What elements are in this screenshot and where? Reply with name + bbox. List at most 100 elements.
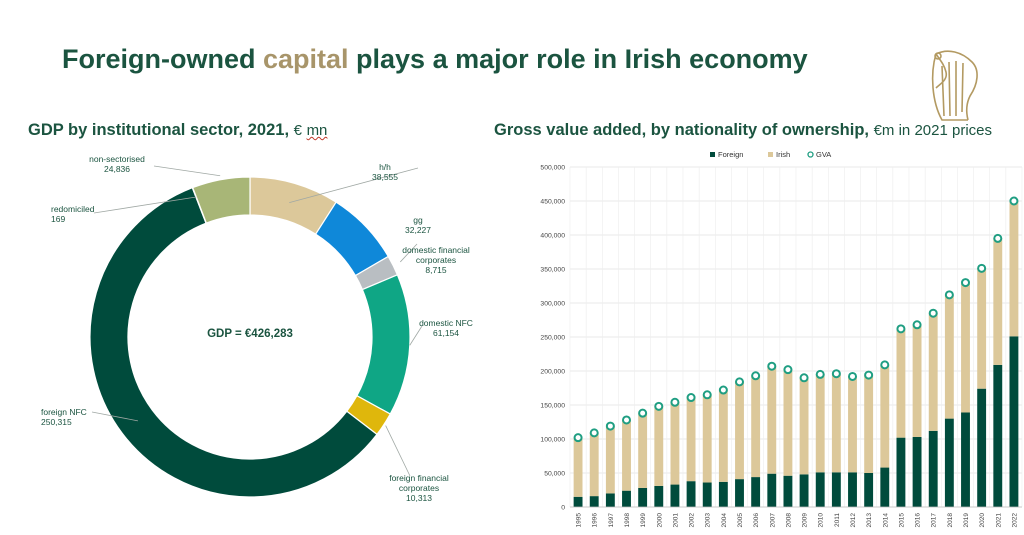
bar-foreign-1999 [638, 487, 648, 507]
bar-foreign-2017 [928, 430, 938, 507]
bar-irish-2002 [686, 397, 696, 482]
bar-foreign-2022 [1009, 336, 1019, 507]
bar-foreign-1995 [573, 496, 583, 507]
donut-slice-non-sectorised [191, 176, 251, 224]
gva-marker-1996 [589, 428, 599, 438]
gva-marker-2002 [686, 393, 696, 403]
legend-swatch-irish [768, 152, 773, 157]
x-tick-label: 1996 [592, 513, 599, 528]
gva-marker-1998 [622, 415, 631, 425]
bar-foreign-2008 [783, 475, 793, 507]
x-tick-label: 2002 [689, 513, 696, 528]
bar-irish-1995 [573, 437, 583, 497]
x-tick-label: 2015 [898, 513, 905, 528]
bar-irish-2017 [928, 313, 938, 431]
legend-label-foreign: Foreign [718, 150, 743, 159]
bar-irish-2009 [799, 377, 809, 475]
bar-foreign-2006 [751, 477, 761, 507]
gva-marker-1997 [605, 421, 615, 431]
x-tick-label: 2019 [963, 513, 970, 528]
leader-line-domestic-nfc [409, 325, 423, 346]
bar-foreign-2018 [944, 418, 954, 507]
bar-irish-2018 [944, 294, 954, 419]
bar-irish-2001 [670, 402, 680, 485]
donut-label-foreign-financial-corporates-line-1: foreign financial [389, 473, 449, 483]
gva-marker-2008 [783, 365, 793, 375]
donut-value-gg: 32,227 [405, 225, 431, 235]
donut-value-domestic-financial-corporates: 8,715 [425, 265, 447, 275]
bar-irish-1996 [589, 432, 599, 497]
bar-unit: €m in 2021 prices [873, 122, 992, 139]
x-tick-label: 2008 [785, 513, 792, 528]
bar-foreign-1998 [622, 490, 631, 507]
donut-label-non-sectorised: non-sectorised [89, 154, 145, 164]
bar-foreign-2012 [848, 472, 857, 507]
bar-irish-2016 [912, 324, 922, 437]
x-tick-label: 2011 [834, 513, 841, 527]
donut-label-domestic-nfc: domestic NFC [419, 318, 473, 328]
x-tick-label: 2018 [947, 513, 954, 528]
bar-foreign-2016 [912, 436, 922, 507]
bar-irish-2014 [880, 364, 890, 468]
x-tick-label: 1998 [624, 513, 631, 528]
gva-marker-1999 [638, 408, 648, 418]
x-tick-label: 2012 [850, 513, 857, 528]
x-tick-label: 2017 [931, 513, 938, 528]
bar-irish-2021 [993, 238, 1003, 365]
x-tick-label: 2001 [672, 513, 679, 528]
bar-foreign-2011 [831, 472, 841, 507]
donut-label-h-h: h/h [379, 162, 391, 172]
title-text-2: plays a major role in Irish economy [348, 44, 808, 74]
bar-foreign-2019 [961, 412, 970, 507]
gva-marker-2020 [977, 263, 987, 273]
donut-value-non-sectorised: 24,836 [104, 164, 130, 174]
bar-foreign-2021 [993, 364, 1003, 507]
bar-irish-2013 [864, 375, 874, 473]
donut-label-foreign-nfc: foreign NFC [41, 407, 87, 417]
y-tick-label: 0 [561, 505, 565, 512]
bar-foreign-2001 [670, 484, 680, 507]
bar-irish-2011 [831, 373, 841, 473]
gva-marker-2004 [718, 385, 728, 395]
gva-marker-2022 [1009, 196, 1019, 206]
bar-foreign-2000 [654, 485, 664, 507]
leader-line-foreign-financial-corporates [385, 425, 411, 477]
bar-irish-2019 [961, 282, 970, 413]
title-text-1: Foreign-owned [62, 44, 263, 74]
bar-foreign-2015 [896, 437, 906, 507]
harp-emblem-icon [931, 50, 978, 121]
donut-label-domestic-financial-corporates-line-2: corporates [416, 255, 456, 265]
bar-irish-2008 [783, 369, 793, 476]
y-tick-label: 50,000 [544, 471, 565, 478]
leader-line-non-sectorised [153, 165, 221, 177]
bar-irish-2020 [977, 268, 987, 389]
bar-irish-1998 [622, 419, 631, 491]
donut-label-foreign-financial-corporates-line-2: corporates [399, 483, 439, 493]
donut-slice-domestic-nfc [356, 274, 411, 415]
bar-irish-2000 [654, 406, 664, 486]
bar-irish-2010 [815, 374, 825, 473]
bar-irish-2012 [848, 376, 857, 473]
legend-swatch-gva [807, 151, 814, 158]
gva-marker-2018 [944, 290, 954, 300]
x-tick-label: 2014 [882, 513, 889, 528]
bar-irish-2015 [896, 328, 906, 438]
legend-swatch-foreign [710, 152, 715, 157]
gva-marker-2011 [831, 369, 841, 379]
donut-value-foreign-financial-corporates: 10,313 [406, 493, 432, 503]
bar-foreign-2004 [718, 481, 728, 507]
bar-irish-2003 [702, 394, 712, 483]
gva-marker-2010 [815, 369, 825, 379]
x-tick-label: 2020 [979, 513, 986, 528]
bar-chart-title: Gross value added, by nationality of own… [494, 121, 992, 139]
bar-foreign-2010 [815, 472, 825, 507]
leader-line-domestic-financial-corporates [399, 243, 418, 263]
x-tick-label: 2006 [753, 513, 760, 528]
gva-marker-2005 [735, 377, 744, 387]
y-tick-label: 150,000 [540, 403, 565, 410]
y-tick-label: 200,000 [540, 369, 565, 376]
donut-label-redomiciled: redomiciled [51, 204, 95, 214]
x-tick-label: 2022 [1011, 513, 1018, 528]
page-title: Foreign-owned capital plays a major role… [62, 44, 808, 75]
